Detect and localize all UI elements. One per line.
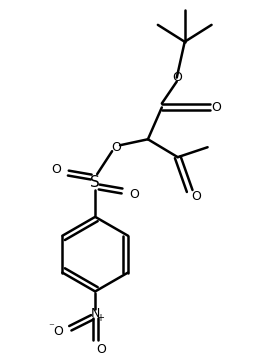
Text: S: S	[90, 175, 100, 190]
Text: O: O	[129, 188, 139, 201]
Text: N: N	[90, 307, 100, 320]
Text: +: +	[96, 313, 104, 323]
Text: O: O	[192, 190, 202, 203]
Text: O: O	[212, 101, 221, 114]
Text: O: O	[172, 71, 182, 84]
Text: O: O	[53, 325, 63, 338]
Text: ⁻: ⁻	[48, 322, 54, 332]
Text: O: O	[111, 141, 121, 154]
Text: O: O	[96, 343, 106, 356]
Text: O: O	[52, 162, 61, 176]
